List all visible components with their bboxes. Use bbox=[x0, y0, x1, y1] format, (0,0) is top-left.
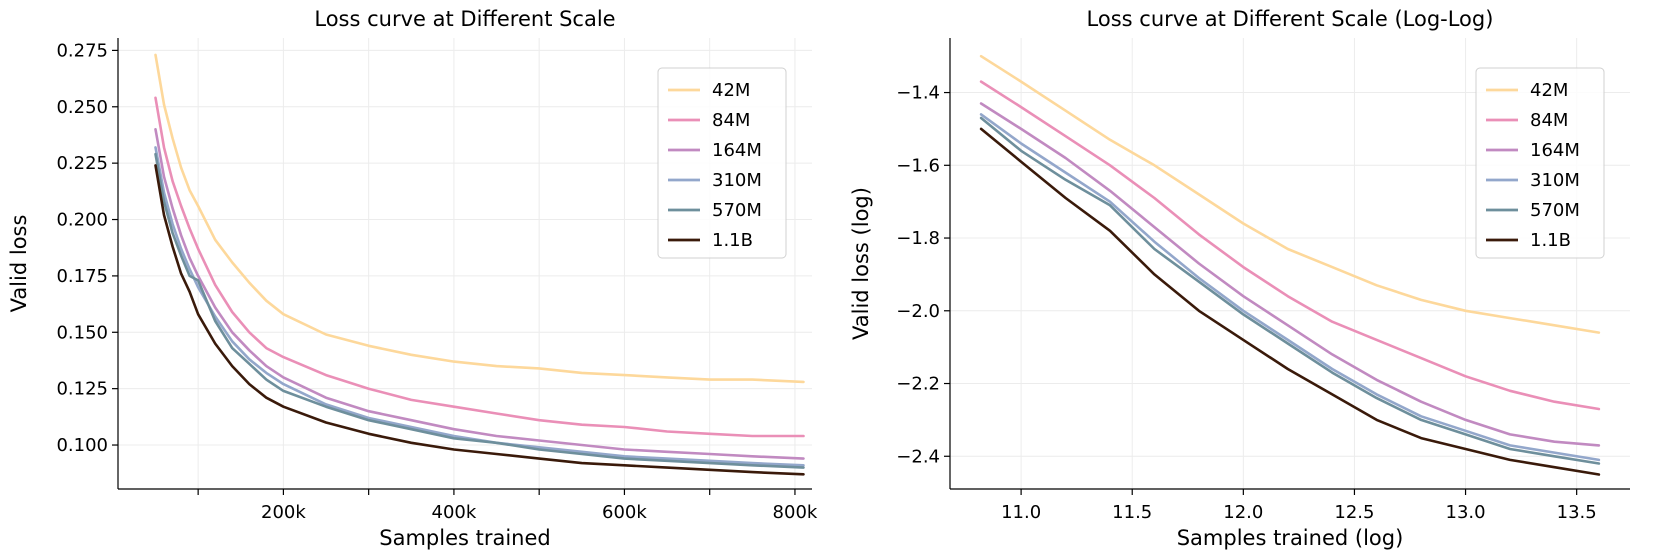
chart2-y-tick-label: −1.4 bbox=[896, 83, 940, 104]
chart1-legend-label: 1.1B bbox=[712, 230, 753, 251]
chart2-y-tick-label: −1.8 bbox=[896, 228, 940, 249]
chart2-x-tick-label: 13.0 bbox=[1446, 502, 1486, 523]
chart1-y-tick-label: 0.250 bbox=[56, 97, 108, 118]
chart1-y-tick-label: 0.150 bbox=[56, 322, 108, 343]
chart1-series-line-164m bbox=[154, 128, 805, 460]
chart1-series-line-310m bbox=[154, 146, 805, 467]
chart1-y-tick-label: 0.275 bbox=[56, 40, 108, 61]
chart1-x-tick-label: 800k bbox=[773, 502, 818, 523]
chart2-y-axis-label: Valid loss (log) bbox=[849, 187, 873, 340]
chart2-series-line-570m bbox=[979, 116, 1601, 465]
chart1-x-tick-label: 400k bbox=[432, 502, 477, 523]
chart2-legend-label: 1.1B bbox=[1530, 230, 1571, 251]
chart1-series-line-1-1b bbox=[154, 164, 805, 476]
chart2-series-line-84m bbox=[979, 80, 1601, 411]
chart2-series-line-1-1b bbox=[979, 127, 1601, 476]
chart2-legend-label: 42M bbox=[1530, 80, 1568, 101]
chart2-y-tick-label: −2.2 bbox=[896, 374, 940, 395]
chart1-legend: 42M 84M 164M 310M 570M 1.1B bbox=[657, 67, 787, 259]
chart2-legend-label: 310M bbox=[1530, 170, 1580, 191]
chart1-y-tick-label: 0.175 bbox=[56, 266, 108, 287]
chart2-legend-label: 84M bbox=[1530, 110, 1568, 131]
chart2-series-line-310m bbox=[979, 113, 1601, 462]
chart1-legend-label: 84M bbox=[712, 110, 750, 131]
chart1-y-axis-label: Valid loss bbox=[7, 215, 31, 313]
right-chart-panel: 11.0 11.5 12.0 12.5 13.0 13.5 −2.4 −2.2 −2.0 −1.8… bbox=[849, 7, 1630, 550]
chart1-y-tick-label: 0.200 bbox=[56, 210, 108, 231]
chart2-legend-label: 164M bbox=[1530, 140, 1580, 161]
chart2-legend-label: 570M bbox=[1530, 200, 1580, 221]
chart2-x-tick-label: 12.0 bbox=[1223, 502, 1263, 523]
chart1-title: Loss curve at Different Scale bbox=[314, 7, 615, 31]
chart2-series-line-42m bbox=[979, 54, 1601, 334]
chart1-legend-label: 164M bbox=[712, 140, 762, 161]
chart2-x-axis-label: Samples trained (log) bbox=[1177, 526, 1404, 550]
chart1-series-line-42m bbox=[154, 53, 805, 384]
chart2-y-tick-label: −2.0 bbox=[896, 301, 940, 322]
chart1-legend-label: 570M bbox=[712, 200, 762, 221]
chart2-x-tick-label: 11.0 bbox=[1001, 502, 1041, 523]
chart1-series-line-570m bbox=[154, 152, 805, 469]
chart1-x-tick-label: 200k bbox=[261, 502, 306, 523]
left-chart-panel: 200k 400k 600k 800k 0.100 0.125 0.150 0.175 0.20… bbox=[7, 7, 818, 550]
chart2-x-tick-label: 11.5 bbox=[1112, 502, 1152, 523]
chart1-x-axis-label: Samples trained bbox=[379, 526, 551, 550]
chart2-legend: 42M 84M 164M 310M 570M 1.1B bbox=[1475, 67, 1605, 259]
chart2-x-tick-label: 13.5 bbox=[1557, 502, 1597, 523]
chart2-x-tick-label: 12.5 bbox=[1334, 502, 1374, 523]
chart1-legend-label: 42M bbox=[712, 80, 750, 101]
chart2-y-tick-label: −2.4 bbox=[896, 446, 940, 467]
chart1-y-tick-label: 0.125 bbox=[56, 379, 108, 400]
chart1-x-tick-label: 600k bbox=[602, 502, 647, 523]
chart1-legend-label: 310M bbox=[712, 170, 762, 191]
chart1-y-tick-label: 0.100 bbox=[56, 435, 108, 456]
chart2-y-tick-label: −1.6 bbox=[896, 155, 940, 176]
chart1-series-line-84m bbox=[154, 96, 805, 438]
chart2-series-line-164m bbox=[979, 102, 1601, 447]
chart2-title: Loss curve at Different Scale (Log-Log) bbox=[1087, 7, 1494, 31]
chart1-y-tick-label: 0.225 bbox=[56, 153, 108, 174]
